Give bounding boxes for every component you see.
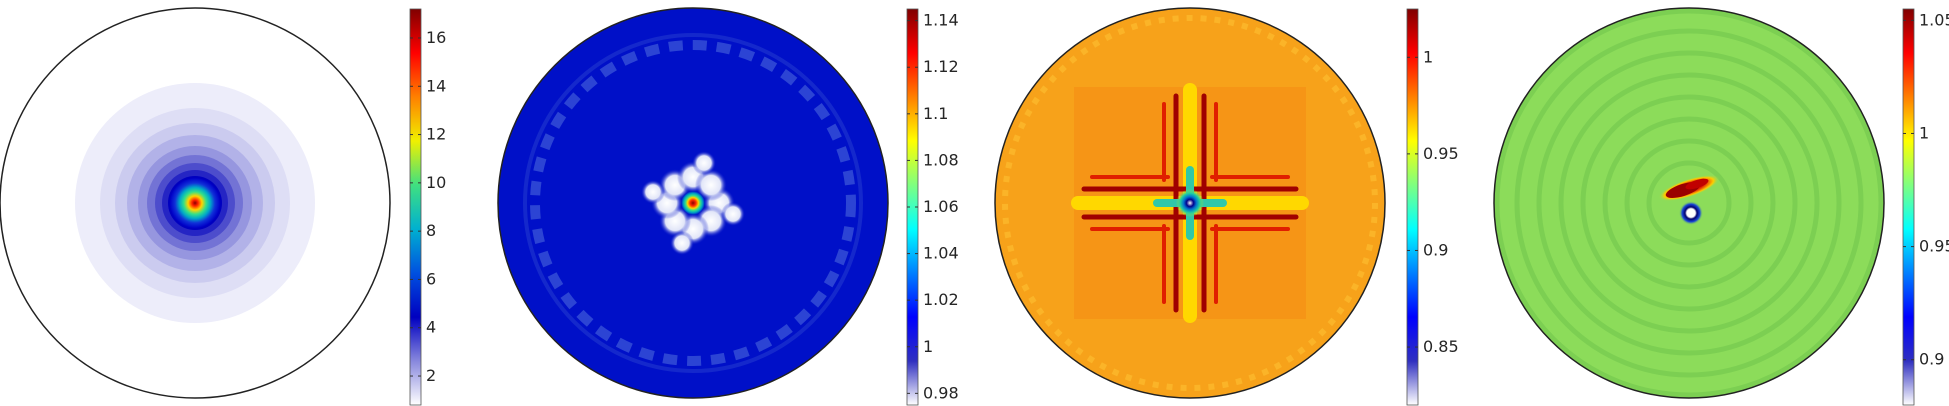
colorbar-2-tick-label: 1.14	[923, 11, 959, 30]
colorbar-2-tick-label: 0.98	[923, 383, 959, 402]
colorbar-2-tick-label: 1	[923, 337, 933, 356]
panel-4-field	[1494, 8, 1884, 398]
colorbar-1-tick-label: 16	[426, 28, 446, 47]
colorbar-3-tick-label: 1	[1423, 47, 1433, 66]
colorbar-2-tick-label: 1.06	[923, 197, 959, 216]
colorbar-1-scale	[409, 8, 422, 406]
colorbar-4-tick-label: 1.05	[1919, 10, 1949, 29]
colorbar-3-tick-label: 0.85	[1423, 337, 1459, 356]
colorbar-1: 2 4 6 8 10 12 14 16	[409, 8, 446, 406]
colorbar-2: 0.98 1 1.02 1.04 1.06 1.08 1.1 1.12 1.14	[906, 8, 959, 406]
colorbar-3: 0.85 0.9 0.95 1	[1406, 8, 1459, 406]
panel-4-waves	[1494, 8, 1884, 398]
colorbar-1-tick-label: 14	[426, 76, 446, 95]
colorbar-2-tick-label: 1.12	[923, 57, 959, 76]
colorbar-2-tick-label: 1.04	[923, 244, 959, 263]
panel-1: 2 4 6 8 10 12 14 16	[0, 0, 487, 406]
panel-1-field	[0, 8, 390, 398]
panel-2: 0.98 1 1.02 1.04 1.06 1.08 1.1 1.12 1.14	[487, 0, 974, 406]
colorbar-3-tick-label: 0.95	[1423, 144, 1459, 163]
colorbar-2-tick-label: 1.02	[923, 290, 959, 309]
panel-1-svg: 2 4 6 8 10 12 14 16	[0, 7, 446, 406]
colorbar-4-tick-label: 1	[1919, 123, 1929, 142]
panel-4: 0.9 0.95 1 1.05	[1461, 0, 1949, 406]
colorbar-4-tick-label: 0.9	[1919, 350, 1944, 369]
colorbar-1-tick-label: 6	[426, 269, 436, 288]
colorbar-1-tick-label: 8	[426, 221, 436, 240]
colorbar-1-tick-label: 2	[426, 366, 436, 385]
panel-2-boundary	[497, 7, 889, 399]
panel-3: 0.85 0.9 0.95 1	[974, 0, 1461, 406]
panel-3-field	[995, 8, 1385, 398]
panel-4-boundary	[1493, 7, 1885, 399]
colorbar-3-tick-label: 0.9	[1423, 240, 1448, 259]
colorbar-2-tick-label: 1.1	[923, 104, 948, 123]
colorbar-1-tick-label: 10	[426, 173, 446, 192]
colorbar-1-tick-label: 4	[426, 318, 436, 337]
panel-4-svg: 0.9 0.95 1 1.05	[1493, 7, 1949, 406]
colorbar-3-scale	[1406, 8, 1419, 406]
panel-3-boundary	[994, 7, 1386, 399]
colorbar-4-tick-label: 0.95	[1919, 237, 1949, 256]
colorbar-4: 0.9 0.95 1 1.05	[1902, 8, 1949, 406]
panel-2-field	[498, 8, 888, 398]
colorbar-2-tick-label: 1.08	[923, 150, 959, 169]
panel-1-boundary	[0, 7, 391, 399]
colorbar-4-scale	[1902, 8, 1915, 406]
panel-2-petals	[641, 151, 745, 255]
panel-2-svg: 0.98 1 1.02 1.04 1.06 1.08 1.1 1.12 1.14	[497, 7, 959, 406]
panel-3-svg: 0.85 0.9 0.95 1	[994, 7, 1459, 406]
colorbar-1-tick-label: 12	[426, 125, 446, 144]
